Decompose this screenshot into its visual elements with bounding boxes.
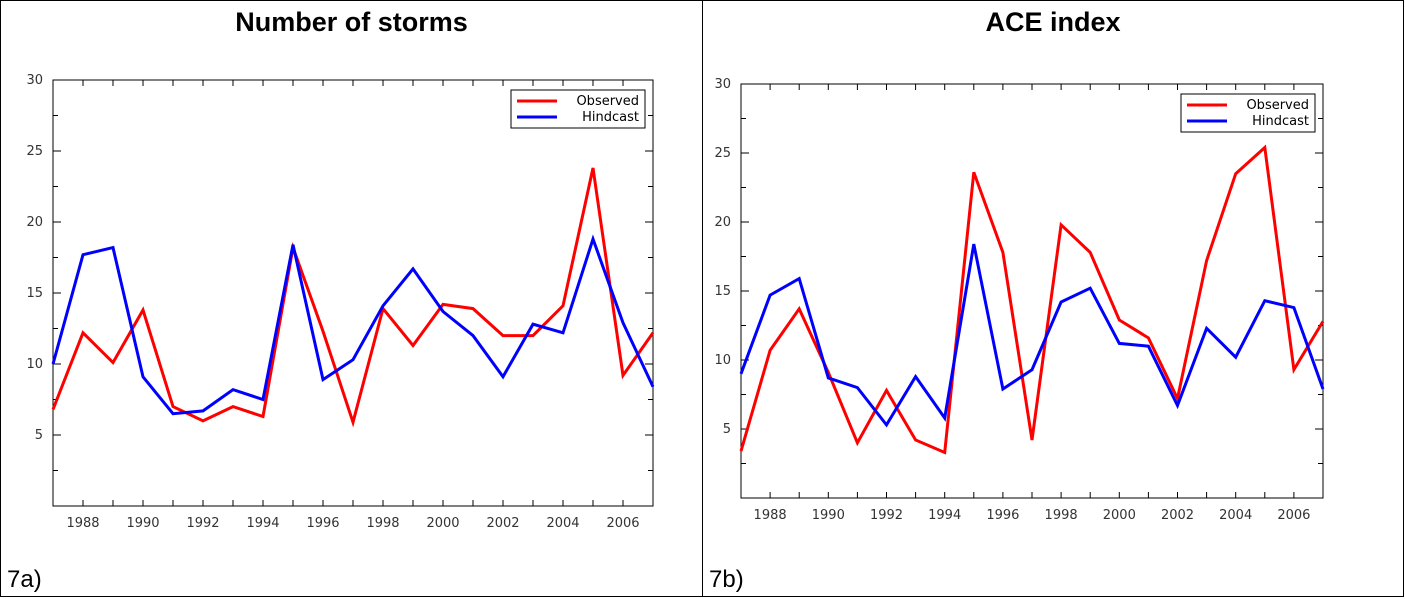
chart-title: ACE index [985,7,1121,37]
series-line-observed [739,144,1325,455]
legend-label: Observed [576,94,639,109]
x-tick-label: 2004 [1219,508,1252,523]
x-tick-label: 1992 [186,516,219,531]
legend-label: Hindcast [1252,114,1309,129]
x-tick-label: 1990 [812,508,845,523]
y-tick-label: 20 [714,215,731,230]
chart-number-of-storms: 1988 1990 1992 1994 1996 1998 2000 2002 2004 2006… [26,73,655,531]
y-tick-label: 5 [723,422,731,437]
legend-box [510,89,646,129]
panel-number-of-storms: Number of storms 1988 1990 1992 1994 1996 199… [0,0,703,597]
x-tick-label: 1994 [246,516,279,531]
chart-ace-index: 1988 1990 1992 1994 1996 1998 2000 2002 2004 2006… [714,77,1325,523]
y-tick-label: 5 [35,428,43,443]
x-tick-label: 1998 [1045,508,1078,523]
x-tick-label: 1996 [986,508,1019,523]
x-tick-label: 2002 [1161,508,1194,523]
y-tick-label: 30 [714,77,731,92]
series-line-observed [51,167,655,428]
y-tick-label: 25 [26,144,43,159]
y-tick-label: 15 [714,284,731,299]
x-tick-label: 1998 [366,516,399,531]
x-tick-label: 2000 [1103,508,1136,523]
y-tick-label: 15 [26,286,43,301]
y-tick-label: 20 [26,215,43,230]
panel-label: 7b) [709,566,744,593]
x-tick-label: 2002 [486,516,519,531]
legend-label: Hindcast [582,110,639,125]
x-tick-label: 1988 [66,516,99,531]
panel-ace-index: ACE index 1988 1990 1992 1994 1996 1998 2000 20… [702,0,1404,597]
x-tick-label: 1996 [306,516,339,531]
x-tick-label: 1994 [928,508,961,523]
x-tick-label: 1988 [754,508,787,523]
x-tick-label: 2004 [546,516,579,531]
series-line-hindcast [739,243,1325,428]
x-tick-label: 2006 [1277,508,1310,523]
y-tick-label: 25 [714,146,731,161]
legend-box [1180,93,1316,133]
series-line-hindcast [51,234,655,416]
panel-label: 7a) [7,566,42,593]
x-tick-label: 2000 [426,516,459,531]
x-tick-label: 2006 [606,516,639,531]
x-tick-label: 1990 [126,516,159,531]
y-tick-label: 30 [26,73,43,88]
legend-label: Observed [1246,98,1309,113]
y-tick-label: 10 [26,357,43,372]
plot-frame [52,79,654,507]
chart-title: Number of storms [235,7,468,37]
y-tick-label: 10 [714,353,731,368]
x-tick-label: 1992 [870,508,903,523]
